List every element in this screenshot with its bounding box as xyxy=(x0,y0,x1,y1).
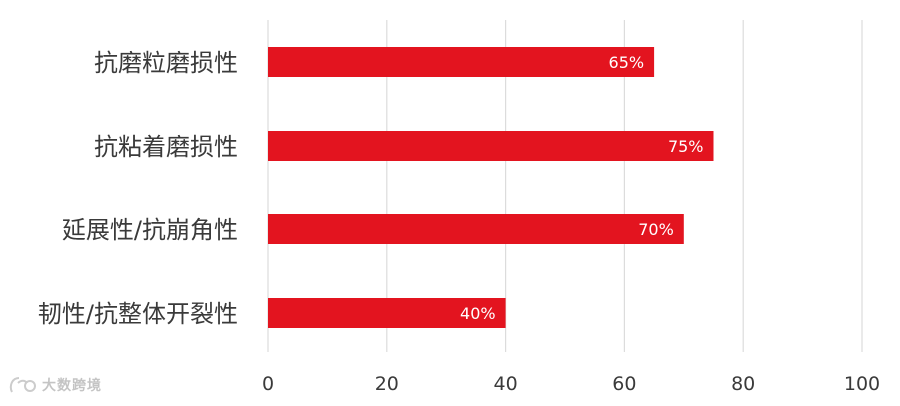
category-label-4: 韧性/抗整体开裂性 xyxy=(38,300,238,328)
data-label-4: 40% xyxy=(460,304,496,323)
x-axis-tick-labels: 0 20 40 60 80 100 xyxy=(262,373,880,395)
bar-3 xyxy=(268,214,684,244)
x-tick-label-80: 80 xyxy=(731,373,755,395)
data-labels: 65% 75% 70% 40% xyxy=(460,53,703,323)
bar-1 xyxy=(268,47,655,77)
x-tick-label-100: 100 xyxy=(844,373,880,395)
x-tick-label-20: 20 xyxy=(375,373,399,395)
data-label-1: 65% xyxy=(609,53,645,72)
x-tick-label-60: 60 xyxy=(612,373,636,395)
watermark-logo-icon xyxy=(9,377,36,393)
data-label-3: 70% xyxy=(638,220,674,239)
x-tick-label-40: 40 xyxy=(494,373,518,395)
watermark: 大数跨境 xyxy=(8,374,102,396)
category-label-1: 抗磨粒磨损性 xyxy=(94,49,238,77)
bar-2 xyxy=(268,131,714,161)
data-label-2: 75% xyxy=(668,137,704,156)
bars xyxy=(268,47,714,328)
watermark-text: 大数跨境 xyxy=(42,378,102,394)
category-label-3: 延展性/抗崩角性 xyxy=(62,216,238,244)
category-label-2: 抗粘着磨损性 xyxy=(94,133,238,161)
bar-4 xyxy=(268,298,506,328)
x-tick-label-0: 0 xyxy=(262,373,274,395)
